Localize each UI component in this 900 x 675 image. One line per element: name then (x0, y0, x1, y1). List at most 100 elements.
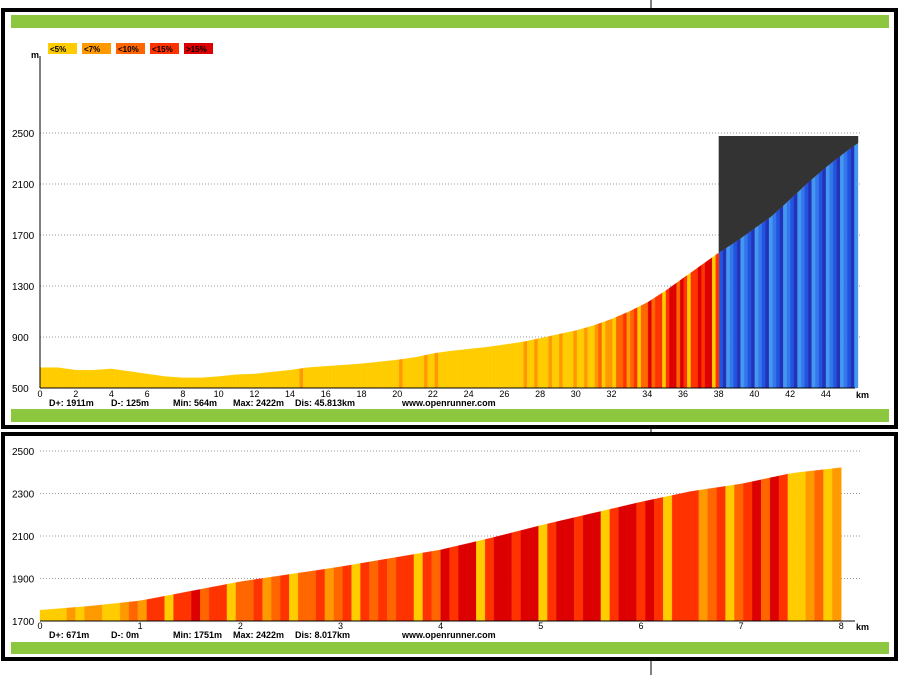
profile-stripe (719, 249, 724, 389)
profile-stripe (352, 363, 357, 389)
y-tick-1300: 1300 (12, 282, 35, 293)
profile-stripe (663, 495, 673, 622)
profile-stripe (377, 361, 382, 389)
profile-stripe (164, 594, 174, 622)
profile-stripe (743, 481, 753, 622)
profile-stripe (485, 537, 495, 622)
x-tick-12: 12 (249, 389, 259, 399)
profile-stripe (698, 488, 708, 622)
profile-stripe (288, 369, 293, 389)
profile-stripe (395, 555, 406, 622)
profile-stripe (772, 211, 777, 389)
profile-stripe (740, 235, 745, 389)
profile-stripe (367, 362, 371, 389)
profile-stripe (626, 310, 631, 389)
profile-stripe (783, 201, 788, 389)
x-tick-2: 2 (73, 389, 78, 399)
profile-stripe (455, 349, 460, 389)
profile-stripe (637, 305, 642, 389)
profile-stripe (778, 473, 789, 622)
profile-stripe (811, 176, 816, 389)
profile-stripe (121, 370, 126, 389)
profile-stripe (854, 142, 859, 389)
profile-stripe (107, 368, 112, 389)
profile-stripe (416, 356, 421, 389)
x-tick-36: 36 (678, 389, 688, 399)
profile-stripe (191, 589, 201, 622)
profile-stripe (171, 376, 176, 389)
profile-stripe (769, 475, 780, 622)
profile-stripe (498, 344, 503, 389)
profile-stripe (527, 340, 531, 389)
profile-stripe (320, 366, 325, 389)
profile-stripe (840, 153, 844, 389)
profile-stripe (271, 575, 281, 622)
profile-stripe (360, 561, 370, 622)
profile-stripe (338, 364, 343, 389)
profile-stripe (46, 367, 51, 389)
profile-stripe (71, 369, 76, 389)
profile-stripe (566, 331, 571, 389)
profile-stripe (39, 367, 44, 389)
profile-stripe (102, 603, 112, 622)
legend-swatch-1 (82, 43, 111, 54)
profile-stripe (547, 521, 557, 622)
profile-stripe (137, 599, 147, 622)
profile-stripe (467, 541, 477, 622)
profile-stripe (135, 372, 140, 389)
profile-stripe (505, 343, 510, 389)
profile-stripe (173, 592, 183, 622)
profile-stripe (654, 497, 664, 622)
profile-stripe (726, 245, 731, 389)
profile-stripe (754, 225, 759, 389)
profile-stripe (582, 513, 593, 622)
x-tick-14: 14 (285, 389, 295, 399)
profile-stripe (404, 554, 415, 622)
profile-stripe (406, 357, 411, 389)
profile-stripe (747, 230, 752, 389)
profile-stripe (556, 519, 566, 622)
x-tick-42: 42 (785, 389, 795, 399)
x-tick-2: 2 (238, 621, 243, 631)
profile-stripe (43, 367, 48, 389)
profile-stripe (75, 369, 80, 389)
x-tick-28: 28 (535, 389, 545, 399)
profile-stripe (627, 502, 637, 622)
profile-stripe (86, 369, 90, 389)
profile-stripe (512, 342, 517, 389)
profile-stripe (519, 341, 524, 389)
profile-stripe (832, 467, 842, 622)
profile-stripe (50, 367, 55, 389)
bottom-x-tick-labels: 0 1 2 3 4 5 6 7 8 (37, 621, 843, 631)
profile-stripe (441, 351, 446, 389)
profile-stripe (818, 170, 823, 389)
profile-stripe (594, 323, 599, 389)
profile-stripe (57, 607, 67, 622)
profile-stripe (100, 369, 105, 389)
profile-stripe (633, 307, 638, 389)
profile-stripe (591, 511, 602, 622)
profile-stripe (93, 604, 103, 622)
profile-stripe (805, 470, 815, 622)
profile-stripe (66, 607, 76, 622)
bottom-stat-min: Min: 1751m (173, 630, 222, 640)
profile-stripe (369, 560, 379, 622)
profile-stripe (502, 532, 513, 622)
profile-stripe (466, 348, 471, 389)
bottom-stat-dplus: D+: 671m (49, 630, 89, 640)
profile-stripe (761, 220, 766, 389)
profile-stripe (458, 543, 468, 622)
x-tick-3: 3 (338, 621, 343, 631)
top-stat-dist: Dis: 45.813km (295, 398, 355, 408)
y-tick-1700: 1700 (12, 617, 35, 628)
profile-stripe (363, 362, 368, 389)
top-x-tick-labels: 0 2 4 6 8 10 12 14 16 18 20 22 24 26 28 30 32 34 36 38 40 42 4… (37, 389, 830, 399)
x-tick-0: 0 (37, 621, 42, 631)
x-tick-34: 34 (642, 389, 652, 399)
x-tick-22: 22 (428, 389, 438, 399)
profile-stripe (427, 353, 432, 389)
profile-stripe (132, 371, 137, 389)
profile-stripe (182, 377, 186, 389)
profile-stripe (61, 367, 66, 389)
profile-stripe (480, 347, 485, 389)
